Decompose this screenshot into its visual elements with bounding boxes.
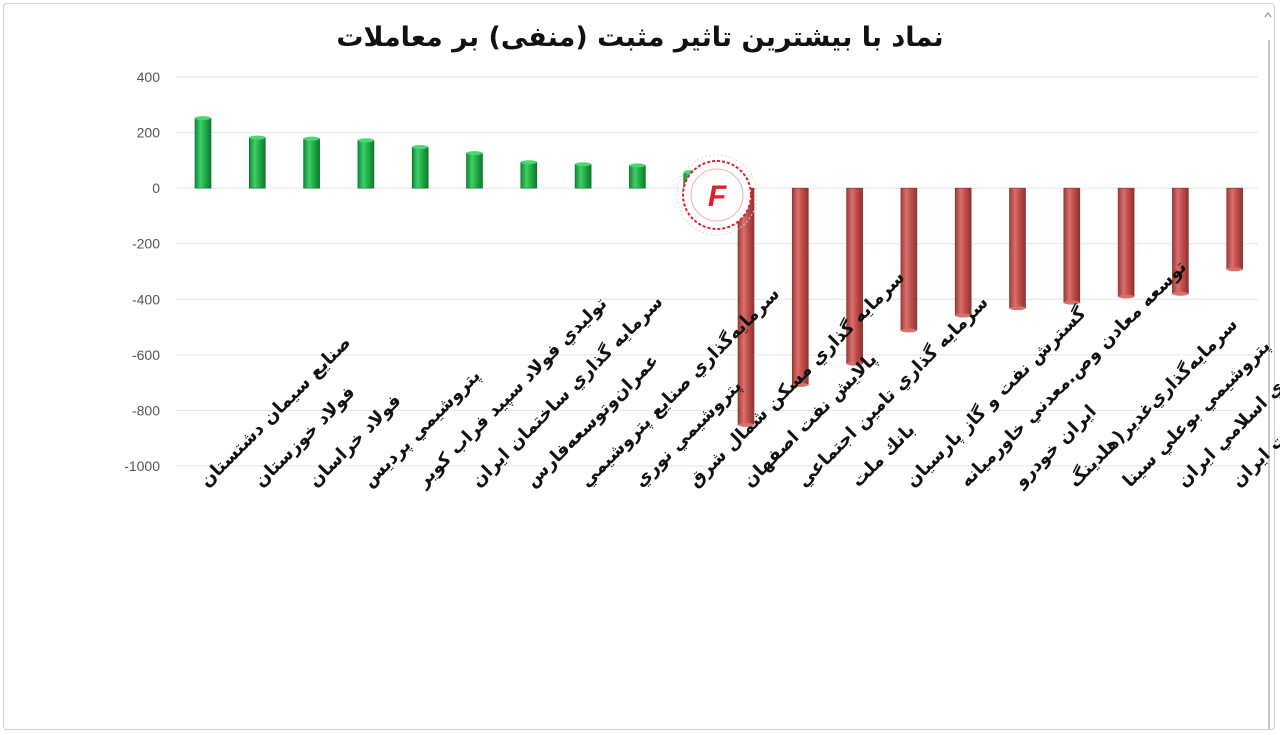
- x-tick-label: سرمايه گذاري ساختمان ايران: [466, 291, 667, 492]
- bar-18: [1117, 187, 1135, 297]
- bar-cap: [955, 313, 972, 318]
- bar-1: [194, 117, 212, 189]
- bar-14: [900, 187, 918, 331]
- x-tick-label: سرمايه گذاري تامين اجتماعي: [792, 291, 992, 491]
- bar-cap: [792, 382, 809, 387]
- bar-cap: [900, 328, 917, 333]
- bar-cap: [629, 163, 646, 168]
- bar-17: [1063, 187, 1081, 303]
- bar-6: [466, 152, 483, 189]
- bar-cap: [1009, 306, 1026, 311]
- bar-15: [954, 187, 972, 316]
- bar-cap: [1063, 300, 1080, 305]
- bar-20: [1226, 187, 1243, 270]
- bars: [194, 116, 1243, 427]
- bar-cap: [1118, 294, 1135, 299]
- x-tick-label: فولاد خراسان: [304, 390, 405, 491]
- y-tick-label: -200: [132, 236, 160, 252]
- bar-cap: [846, 361, 863, 366]
- y-tick-label: -600: [132, 347, 160, 363]
- bar-cap: [1226, 267, 1243, 272]
- bar-2: [249, 137, 266, 189]
- bar-cap: [575, 162, 592, 167]
- brand-logo: F: [676, 154, 758, 236]
- y-tick-label: 200: [137, 125, 161, 141]
- scroll-up-icon[interactable]: [1263, 10, 1273, 20]
- bar-cap: [520, 160, 537, 165]
- bar-5: [411, 146, 429, 189]
- y-tick-label: -400: [132, 291, 160, 307]
- bar-cap: [357, 138, 374, 143]
- y-tick-label: -1000: [124, 458, 160, 474]
- bar-7: [520, 162, 538, 189]
- bar-cap: [466, 151, 483, 156]
- bar-3: [303, 138, 320, 189]
- y-tick-label: 0: [152, 180, 160, 196]
- scrollbar[interactable]: [1268, 40, 1270, 730]
- y-tick-label: 400: [137, 69, 161, 85]
- chart-title: نماد با بیشترین تاثیر مثبت (منفی) بر معا…: [336, 22, 944, 53]
- logo-letter: F: [708, 180, 727, 213]
- bar-16: [1009, 187, 1026, 309]
- bar-cap: [738, 422, 754, 427]
- chart-frame: [3, 3, 1275, 730]
- bar-4: [357, 140, 375, 189]
- bar-cap: [412, 145, 429, 150]
- bar-8: [574, 163, 592, 189]
- bar-cap: [303, 136, 320, 141]
- bar-cap: [1172, 291, 1189, 296]
- bar-cap: [195, 116, 211, 121]
- y-axis-ticks: 400 200 0 -200 -400 -600 -800 -1000: [124, 69, 160, 474]
- y-tick-label: -800: [132, 402, 160, 418]
- bar-cap: [249, 135, 266, 140]
- bar-9: [629, 165, 646, 189]
